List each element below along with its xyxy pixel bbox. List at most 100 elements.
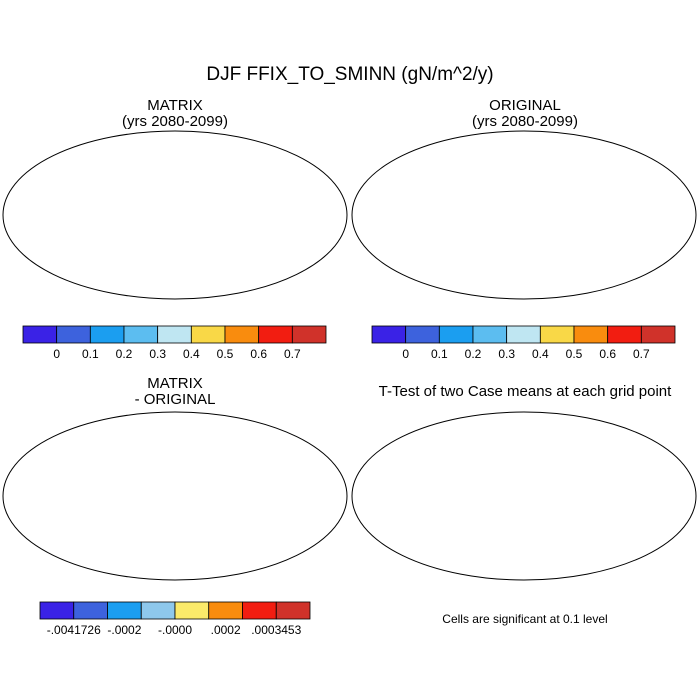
coastline	[368, 418, 494, 490]
land-cell	[446, 219, 496, 287]
colorbar-tick-label: 0.4	[182, 347, 200, 361]
colorbar-swatch	[174, 601, 210, 620]
land-cell	[80, 205, 105, 223]
map-matrix	[2, 130, 348, 300]
coastline	[80, 205, 105, 223]
colorbar-original	[371, 325, 676, 344]
coastline	[237, 197, 251, 221]
coastline	[368, 137, 494, 209]
coastline	[494, 133, 524, 153]
colorbar-swatch	[258, 325, 293, 344]
coastline	[446, 219, 496, 287]
map-content	[356, 414, 692, 568]
land-cell	[109, 261, 123, 281]
colorbar-tick-label: 0.5	[216, 347, 234, 361]
land-cell	[3, 566, 347, 586]
land-cell	[175, 175, 215, 185]
colorbar-swatch	[291, 325, 327, 344]
colorbar-swatch	[22, 325, 58, 344]
land-cell	[80, 486, 105, 504]
land-cell	[237, 197, 251, 221]
colorbar-swatch	[275, 601, 311, 620]
colorbar-tick-label: 0.2	[464, 347, 482, 361]
colorbar-tick-label: -.0002	[107, 623, 142, 637]
colorbar-tick-label: 0	[53, 347, 60, 361]
land-cell	[564, 191, 584, 213]
land-cell	[644, 237, 668, 251]
colorbar-tick-label: 0.2	[115, 347, 133, 361]
coastline	[7, 564, 343, 568]
land-cell	[193, 245, 207, 259]
coastline	[506, 185, 574, 261]
coastline	[356, 564, 692, 568]
land-cell	[616, 185, 636, 201]
land-cell	[109, 506, 125, 520]
panel-title-ttest: T-Test of two Case means at each grid po…	[378, 383, 672, 400]
coastline	[97, 500, 147, 568]
colorbar-tick-label: 0	[402, 347, 409, 361]
coastline	[518, 135, 684, 207]
panel-title-original-years: (yrs 2080-2099)	[472, 113, 578, 130]
land-cell	[409, 193, 452, 209]
land-cell	[616, 219, 660, 231]
map-difference	[2, 411, 348, 586]
colorbar-swatch	[190, 325, 226, 344]
land-cell	[169, 135, 335, 207]
coastline	[259, 480, 279, 502]
coastline	[267, 219, 311, 231]
colorbar-swatch	[607, 325, 642, 344]
land-cell	[175, 490, 199, 508]
colorbar-swatch	[640, 325, 676, 344]
map-border	[2, 411, 348, 581]
land-cell	[524, 175, 564, 185]
land-cell	[169, 207, 205, 221]
colorbar-swatch	[242, 601, 277, 620]
land-cell	[586, 197, 600, 221]
colorbar-swatch	[371, 325, 407, 344]
colorbar-tick-label: 0.6	[599, 347, 616, 361]
land-cell	[60, 193, 103, 209]
land-cell	[542, 245, 556, 259]
coastline	[608, 480, 628, 502]
land-cell	[494, 133, 524, 153]
land-cell	[107, 540, 119, 552]
land-cell	[55, 456, 75, 466]
coastline	[259, 199, 279, 221]
panel-title-original-name: ORIGINAL	[489, 97, 561, 114]
map-original	[351, 130, 697, 305]
coastline	[586, 197, 600, 221]
coastline	[169, 135, 335, 207]
coastline	[608, 199, 628, 221]
colorbar-swatch	[56, 325, 91, 344]
coastline	[19, 418, 145, 490]
land-cell	[75, 205, 97, 215]
land-cell	[145, 414, 175, 434]
colorbar-tick-label: 0.3	[498, 347, 515, 361]
coastline	[429, 205, 454, 223]
colorbar-tick-label: 0.7	[632, 347, 650, 361]
land-cell	[352, 285, 696, 305]
land-cell	[452, 219, 484, 249]
land-cell	[97, 219, 147, 287]
colorbar-swatch	[405, 325, 440, 344]
colorbar-swatch	[123, 325, 159, 344]
colorbar-tick-label: -.0041726	[46, 623, 101, 637]
coastline	[80, 486, 105, 504]
land-cell	[458, 261, 472, 281]
coastline	[215, 191, 235, 213]
coastline	[429, 486, 454, 504]
land-cell	[97, 500, 147, 568]
colorbar-tick-label: 0.5	[565, 347, 583, 361]
coastline	[564, 472, 584, 494]
coastline	[145, 414, 175, 434]
map-border	[351, 130, 697, 300]
coastline	[267, 500, 311, 512]
colorbar-swatch	[438, 325, 474, 344]
colorbar-matrix	[22, 325, 327, 344]
land-cell	[429, 205, 454, 223]
colorbar-tick-label: 0.6	[250, 347, 267, 361]
colorbar-swatch	[573, 325, 609, 344]
coastline	[215, 472, 235, 494]
land-cell	[215, 472, 235, 494]
